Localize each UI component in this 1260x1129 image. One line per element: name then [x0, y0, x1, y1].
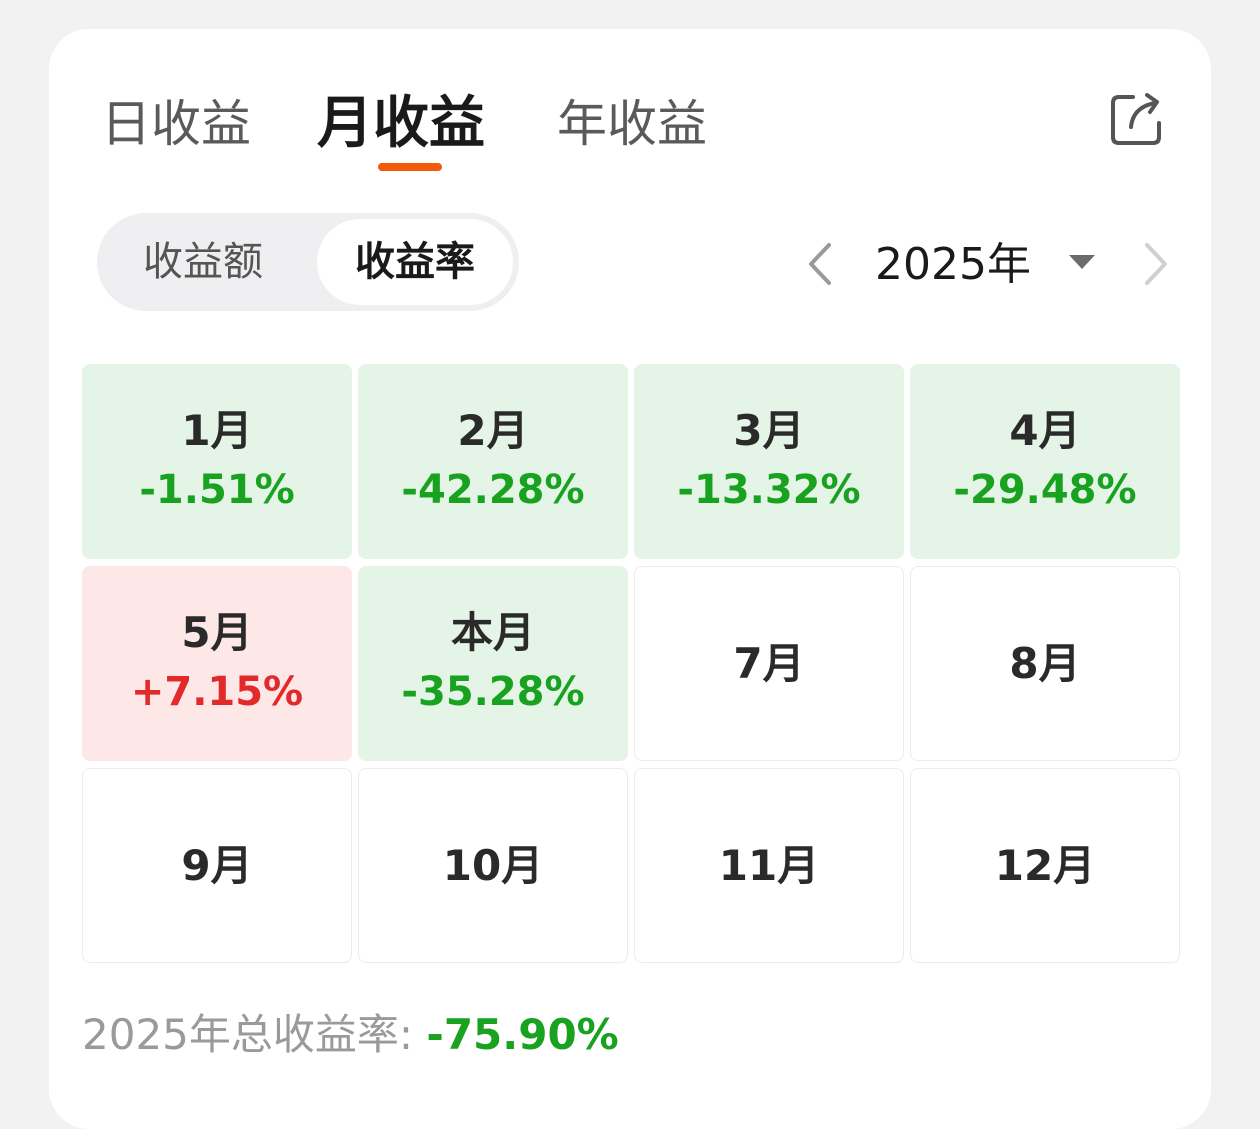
segment-rate[interactable]: 收益率 — [317, 219, 513, 305]
month-label: 5月 — [181, 607, 253, 657]
month-cell-12[interactable]: 12月 — [910, 768, 1180, 963]
month-cell-5[interactable]: 5月 +7.15% — [82, 566, 352, 761]
month-label: 9月 — [181, 840, 253, 890]
tab-monthly-returns[interactable]: 月收益 — [317, 91, 485, 156]
tab-yearly-returns[interactable]: 年收益 — [557, 95, 707, 153]
month-return-value: -35.28% — [401, 668, 585, 715]
month-label: 2月 — [457, 405, 529, 455]
returns-card: 日收益 月收益 年收益 收益额 收益率 2025年 1月 -1.51% 2月 — [49, 29, 1211, 1129]
caret-down-icon[interactable] — [1069, 255, 1095, 271]
period-tabs: 日收益 月收益 年收益 — [49, 29, 1211, 209]
yearly-total-return: 2025年总收益率: -75.90% — [82, 1005, 619, 1065]
month-cell-11[interactable]: 11月 — [634, 768, 904, 963]
month-label: 10月 — [442, 840, 544, 890]
month-cell-9[interactable]: 9月 — [82, 768, 352, 963]
month-label: 4月 — [1009, 405, 1081, 455]
month-return-value: -42.28% — [401, 466, 585, 513]
monthly-returns-grid: 1月 -1.51% 2月 -42.28% 3月 -13.32% 4月 -29.4… — [82, 364, 1180, 963]
month-cell-4[interactable]: 4月 -29.48% — [910, 364, 1180, 559]
month-label: 本月 — [450, 607, 535, 657]
month-label: 8月 — [1009, 638, 1081, 688]
month-label: 11月 — [718, 840, 820, 890]
segment-amount[interactable]: 收益额 — [143, 239, 263, 285]
month-cell-10[interactable]: 10月 — [358, 768, 628, 963]
month-return-value: -1.51% — [139, 466, 295, 513]
total-return-value: -75.90% — [426, 1010, 619, 1059]
month-return-value: -13.32% — [677, 466, 861, 513]
share-icon[interactable] — [1109, 91, 1165, 147]
month-cell-2[interactable]: 2月 -42.28% — [358, 364, 628, 559]
month-cell-7[interactable]: 7月 — [634, 566, 904, 761]
month-label: 7月 — [733, 638, 805, 688]
month-label: 3月 — [733, 405, 805, 455]
month-cell-8[interactable]: 8月 — [910, 566, 1180, 761]
metric-segmented-control: 收益额 收益率 — [97, 213, 519, 311]
total-return-label: 2025年总收益率: — [82, 1010, 427, 1059]
month-return-value: -29.48% — [953, 466, 1137, 513]
month-return-value: +7.15% — [130, 668, 304, 715]
active-tab-indicator — [378, 163, 442, 171]
tab-daily-returns[interactable]: 日收益 — [101, 95, 251, 153]
month-cell-current[interactable]: 本月 -35.28% — [358, 566, 628, 761]
month-label: 12月 — [994, 840, 1096, 890]
month-cell-3[interactable]: 3月 -13.32% — [634, 364, 904, 559]
month-label: 1月 — [181, 405, 253, 455]
chevron-right-icon[interactable] — [1137, 239, 1177, 289]
month-cell-1[interactable]: 1月 -1.51% — [82, 364, 352, 559]
year-selector-label[interactable]: 2025年 — [875, 239, 1031, 290]
chevron-left-icon[interactable] — [799, 239, 839, 289]
